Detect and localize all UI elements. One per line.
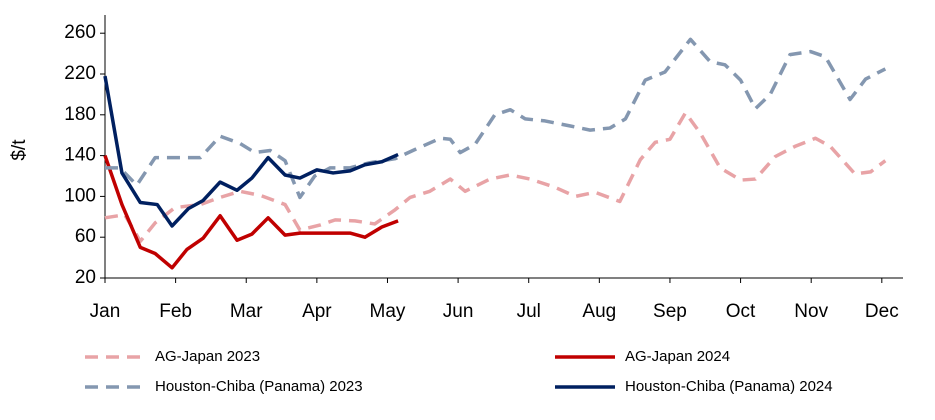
y-tick-label: 260 bbox=[64, 22, 96, 43]
y-axis-label: $/t bbox=[9, 139, 30, 161]
line bbox=[105, 37, 887, 200]
legend-label: AG-Japan 2023 bbox=[155, 348, 260, 365]
y-tick-label: 60 bbox=[75, 226, 96, 247]
line bbox=[104, 111, 887, 244]
x-tick-label: Aug bbox=[582, 301, 616, 322]
x-tick-label: Dec bbox=[865, 301, 899, 322]
x-tick-label: May bbox=[370, 301, 406, 322]
legend-label: Houston-Chiba (Panama) 2024 bbox=[625, 378, 833, 395]
y-tick-label: 220 bbox=[64, 63, 96, 84]
x-tick-label: Jun bbox=[443, 301, 474, 322]
x-tick-label: Feb bbox=[159, 301, 192, 322]
y-tick-label: 140 bbox=[64, 145, 96, 166]
y-tick-label: 100 bbox=[64, 185, 96, 206]
y-tick-label: 20 bbox=[75, 267, 96, 288]
x-tick-label: Mar bbox=[230, 301, 263, 322]
line bbox=[103, 75, 399, 228]
y-tick-label: 180 bbox=[64, 104, 96, 125]
x-tick-label: Oct bbox=[726, 301, 756, 322]
x-tick-label: Nov bbox=[794, 301, 828, 322]
legend-label: AG-Japan 2024 bbox=[625, 348, 730, 365]
legend-label: Houston-Chiba (Panama) 2023 bbox=[155, 378, 363, 395]
x-tick-label: Jan bbox=[90, 301, 121, 322]
line bbox=[103, 155, 399, 270]
x-tick-label: Apr bbox=[302, 301, 332, 322]
x-tick-label: Sep bbox=[653, 301, 687, 322]
x-tick-label: Jul bbox=[517, 301, 541, 322]
